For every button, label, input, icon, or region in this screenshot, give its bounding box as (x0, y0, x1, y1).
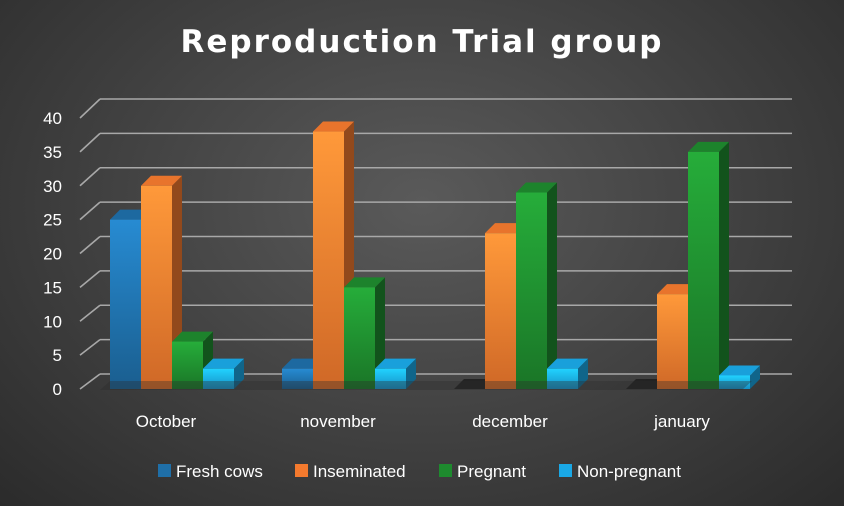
bar-non-pregnant-october (203, 358, 244, 389)
gridline (79, 166, 792, 187)
bar-pregnant-december (516, 182, 557, 389)
legend-item-fresh-cows: Fresh cows (158, 462, 263, 481)
bar-non-pregnant-january (719, 365, 760, 389)
bar-fresh-cows-january (626, 379, 667, 389)
gridline (79, 235, 792, 255)
legend-label: Pregnant (457, 462, 526, 481)
x-tick-label: October (136, 412, 197, 431)
bar-pregnant-november (344, 277, 385, 389)
y-tick-label: 0 (53, 380, 62, 399)
y-axis: 0 5 10 15 20 25 30 35 40 (43, 109, 62, 399)
y-tick-label: 15 (43, 278, 62, 297)
floor-shadow (100, 381, 752, 390)
y-tick-label: 30 (43, 177, 62, 196)
y-tick-label: 35 (43, 143, 62, 162)
gridline (79, 98, 792, 119)
gridline (79, 132, 792, 153)
legend-label: Fresh cows (176, 462, 263, 481)
x-axis: October november december january (136, 412, 711, 431)
bars (100, 121, 760, 390)
gridline (79, 270, 792, 288)
bar-inseminated-october (141, 175, 182, 389)
legend-swatch (158, 464, 171, 477)
legend-swatch (439, 464, 452, 477)
legend-item-inseminated: Inseminated (295, 462, 406, 481)
x-tick-label: december (472, 412, 548, 431)
legend-label: Non-pregnant (577, 462, 681, 481)
legend-swatch (295, 464, 308, 477)
bar-non-pregnant-december (547, 358, 588, 389)
bar-pregnant-january (688, 141, 729, 389)
y-tick-label: 5 (53, 346, 62, 365)
x-tick-label: november (300, 412, 376, 431)
legend-swatch (559, 464, 572, 477)
gridline (79, 201, 792, 221)
legend-item-non-pregnant: Non-pregnant (559, 462, 681, 481)
legend-label: Inseminated (313, 462, 406, 481)
y-tick-label: 20 (43, 245, 62, 264)
gridlines (79, 98, 792, 390)
legend-item-pregnant: Pregnant (439, 462, 526, 481)
bar-non-pregnant-november (375, 358, 416, 389)
x-tick-label: january (653, 412, 710, 431)
legend: Fresh cows Inseminated Pregnant Non-pregnan… (158, 462, 681, 481)
bar-fresh-cows-december (454, 379, 495, 389)
chart-title: Reproduction Trial group (181, 24, 664, 60)
y-tick-label: 10 (43, 312, 62, 331)
y-tick-label: 40 (43, 109, 62, 128)
y-tick-label: 25 (43, 211, 62, 230)
